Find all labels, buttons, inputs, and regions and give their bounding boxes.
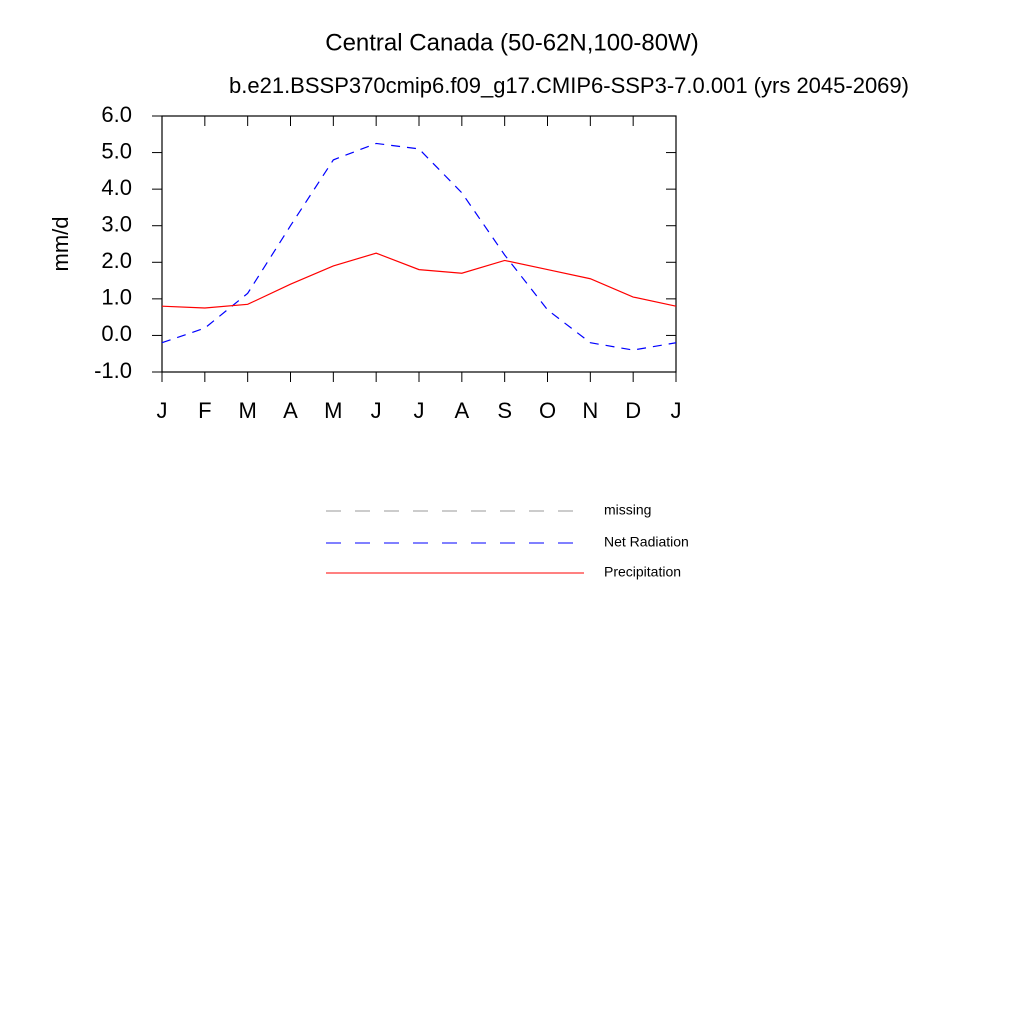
y-tick-label: 2.0 — [101, 248, 132, 273]
legend-label: missing — [604, 502, 651, 518]
data-line — [161, 252, 677, 309]
y-tick-label: 3.0 — [101, 212, 132, 237]
y-tick-label: 4.0 — [101, 175, 132, 200]
y-tick-label: -1.0 — [94, 358, 132, 383]
x-tick-label: M — [239, 398, 257, 423]
y-tick-label: 0.0 — [101, 321, 132, 346]
y-tick-label: 1.0 — [101, 285, 132, 310]
x-tick-label: M — [324, 398, 342, 423]
y-tick-label: 5.0 — [101, 138, 132, 163]
plot-frame — [161, 115, 677, 373]
x-tick-label: S — [497, 398, 512, 423]
legend-label: Precipitation — [604, 564, 681, 580]
legend-label: Net Radiation — [604, 534, 689, 550]
x-tick-label: J — [671, 398, 682, 423]
x-tick-label: J — [371, 398, 382, 423]
y-axis-label: mm/d — [48, 217, 73, 272]
x-tick-label: A — [454, 398, 469, 423]
y-tick-label: 6.0 — [101, 102, 132, 127]
x-tick-label: A — [283, 398, 298, 423]
x-tick-label: O — [539, 398, 556, 423]
data-line — [161, 142, 677, 351]
x-tick-label: J — [414, 398, 425, 423]
chart-title: Central Canada (50-62N,100-80W) — [325, 29, 699, 56]
x-tick-label: F — [198, 398, 211, 423]
chart-subtitle: b.e21.BSSP370cmip6.f09_g17.CMIP6-SSP3-7.… — [229, 73, 909, 98]
x-tick-label: J — [157, 398, 168, 423]
x-tick-label: D — [625, 398, 641, 423]
x-tick-label: N — [582, 398, 598, 423]
